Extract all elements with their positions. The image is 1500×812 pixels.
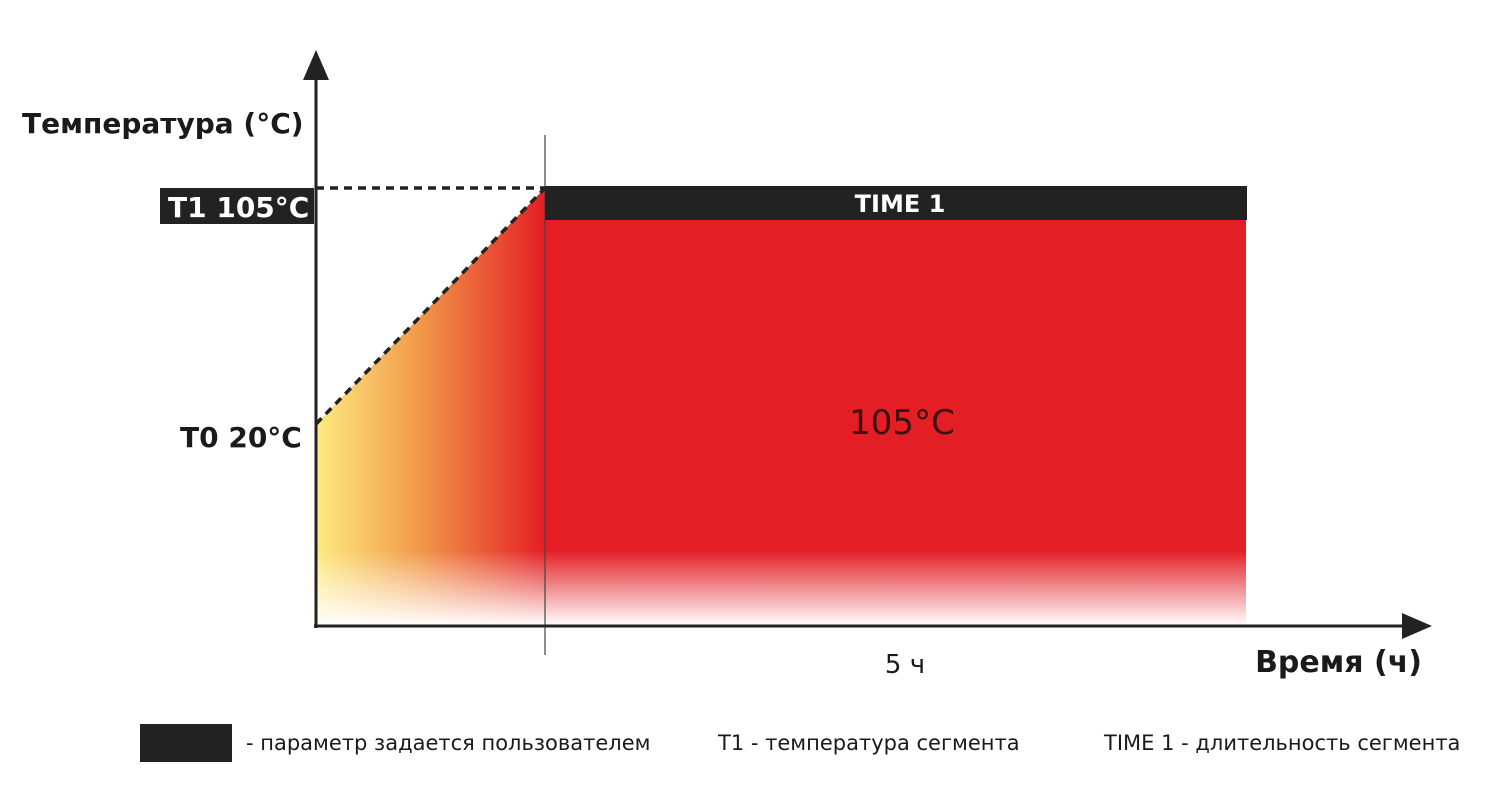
- t1-label-box: [160, 188, 314, 224]
- duration-label: 5 ч: [885, 650, 925, 680]
- hold-temperature-label: 105°C: [849, 403, 955, 443]
- legend-t1-desc: T1 - температура сегмента: [718, 731, 1020, 755]
- x-axis-arrow: [1402, 613, 1432, 639]
- legend-time1-desc: TIME 1 - длительность сегмента: [1104, 731, 1461, 755]
- legend-user-param: - параметр задается пользователем: [246, 731, 651, 755]
- time1-bar: [545, 186, 1247, 220]
- x-axis-label: Время (ч): [1255, 645, 1422, 680]
- bottom-fade: [316, 548, 1247, 628]
- y-axis-arrow: [303, 50, 329, 80]
- y-axis-label: Температура (°C): [22, 107, 304, 140]
- time1-bar-label: TIME 1: [855, 190, 946, 218]
- user-param-swatch: [140, 724, 232, 762]
- ramp-area: [316, 188, 545, 626]
- t1-label: T1 105°C: [168, 191, 309, 224]
- t0-label: T0 20°C: [180, 421, 302, 454]
